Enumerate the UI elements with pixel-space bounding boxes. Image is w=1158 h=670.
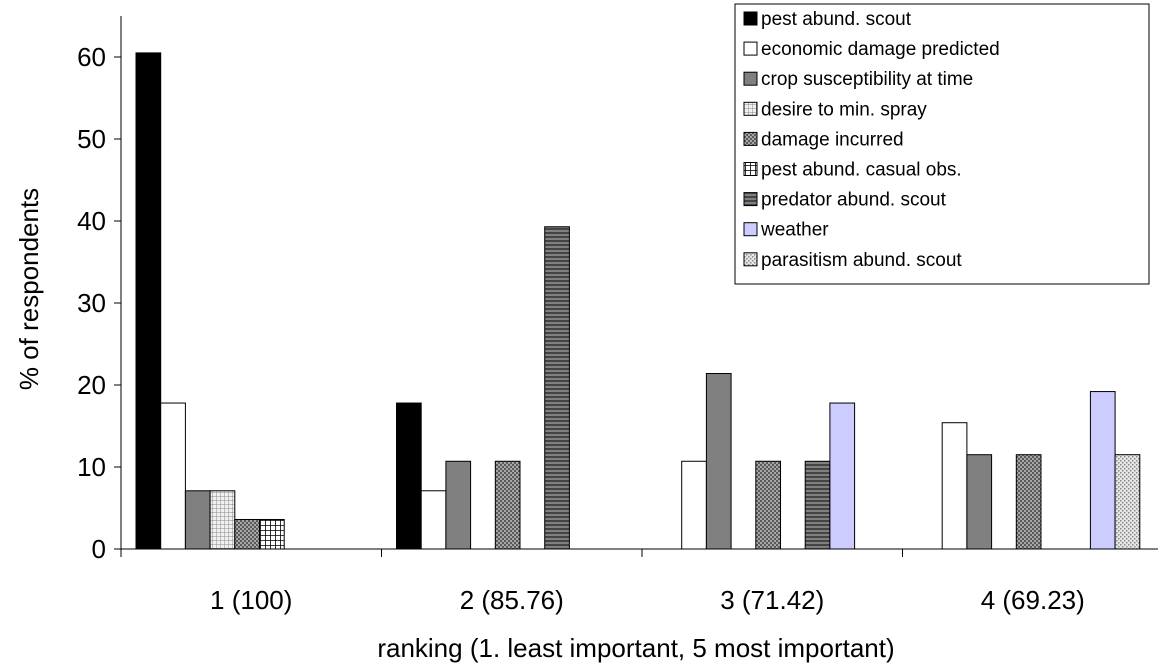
x-tick-label-2: 2 (85.76) [460, 585, 564, 615]
bar-predator-abund-scout-cat-3 [804, 460, 831, 550]
x-tick-label-3: 3 (71.42) [720, 585, 824, 615]
bar-pest-abund-scout-cat-1 [135, 52, 162, 550]
bar-damage-incurred-cat-3 [755, 460, 781, 550]
legend-swatch-predator-abund-scout [743, 192, 758, 207]
legend-label-pest-abund-scout: pest abund. scout [761, 9, 912, 30]
legend-label-crop-susceptibility-at-time: crop susceptibility at time [761, 69, 973, 90]
y-tick-label: 20 [77, 370, 106, 400]
x-axis-title: ranking (1. least important, 5 most impo… [377, 633, 894, 663]
legend-label-parasitism-abund-scout: parasitism abund. scout [761, 250, 962, 271]
bar-weather-cat-4 [1089, 391, 1116, 550]
bar-parasitism-abund-scout-cat-4 [1114, 454, 1141, 550]
legend-swatch-weather [743, 222, 758, 237]
bar-crop-susceptibility-at-time-cat-3 [705, 373, 732, 550]
bar-pest-abund-scout-cat-2 [396, 402, 422, 550]
legend-label-predator-abund-scout: predator abund. scout [761, 190, 947, 211]
y-tick-label: 30 [77, 288, 106, 318]
bar-crop-susceptibility-at-time-cat-1 [184, 490, 211, 550]
y-tick-label: 0 [92, 534, 106, 564]
legend-label-weather: weather [760, 220, 829, 241]
bars [135, 52, 1141, 550]
bar-crop-susceptibility-at-time-cat-2 [445, 460, 472, 550]
legend-swatch-crop-susceptibility-at-time [743, 71, 758, 86]
bar-crop-susceptibility-at-time-cat-4 [966, 454, 993, 550]
x-tick-label-1: 1 (100) [210, 585, 292, 615]
bar-economic-damage-predicted-cat-4 [941, 422, 968, 550]
legend-swatch-pest-abund-scout [743, 11, 758, 26]
bar-economic-damage-predicted-cat-1 [160, 402, 186, 550]
legend-label-economic-damage-predicted: economic damage predicted [761, 39, 1000, 60]
y-tick-label: 60 [77, 42, 106, 72]
bar-damage-incurred-cat-2 [494, 460, 521, 550]
bar-pest-abund-casual-obs-cat-1 [259, 518, 285, 550]
legend: pest abund. scout economic damage predict… [734, 3, 1150, 285]
legend-label-damage-incurred: damage incurred [761, 129, 904, 150]
y-tick-label: 40 [77, 206, 106, 236]
axis-labels: 0 10 20 30 40 50 60 1 (100) 2 (85.76) 3 (71.42) 4 … [14, 42, 1085, 663]
bar-predator-abund-scout-cat-2 [544, 226, 570, 550]
bar-weather-cat-3 [829, 402, 856, 550]
legend-swatch-desire-to-min-spray [743, 101, 758, 116]
bar-damage-incurred-cat-4 [1015, 454, 1042, 550]
bar-economic-damage-predicted-cat-2 [420, 490, 447, 550]
bar-economic-damage-predicted-cat-3 [681, 460, 707, 550]
legend-swatch-parasitism-abund-scout [743, 252, 758, 267]
y-tick-label: 50 [77, 124, 106, 154]
x-tick-label-4: 4 (69.23) [981, 585, 1085, 615]
legend-swatch-damage-incurred [743, 131, 758, 146]
y-tick-label: 10 [77, 452, 106, 482]
bar-damage-incurred-cat-1 [234, 518, 261, 550]
y-axis-title: % of respondents [14, 188, 44, 390]
bar-desire-to-min-spray-cat-1 [209, 490, 236, 550]
legend-label-desire-to-min-spray: desire to min. spray [761, 99, 927, 120]
legend-swatch-pest-abund-casual-obs [743, 162, 758, 176]
legend-label-pest-abund-casual-obs: pest abund. casual obs. [761, 160, 962, 181]
legend-swatch-economic-damage-predicted [743, 41, 758, 56]
legend-box [734, 3, 1150, 285]
